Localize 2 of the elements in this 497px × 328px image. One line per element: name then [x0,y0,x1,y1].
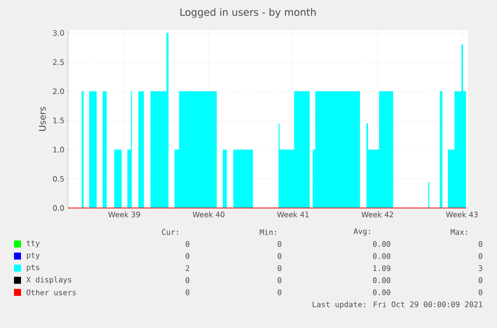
y-axis-title: Users [39,106,46,131]
chart-title: Logged in users - by month [180,8,316,18]
